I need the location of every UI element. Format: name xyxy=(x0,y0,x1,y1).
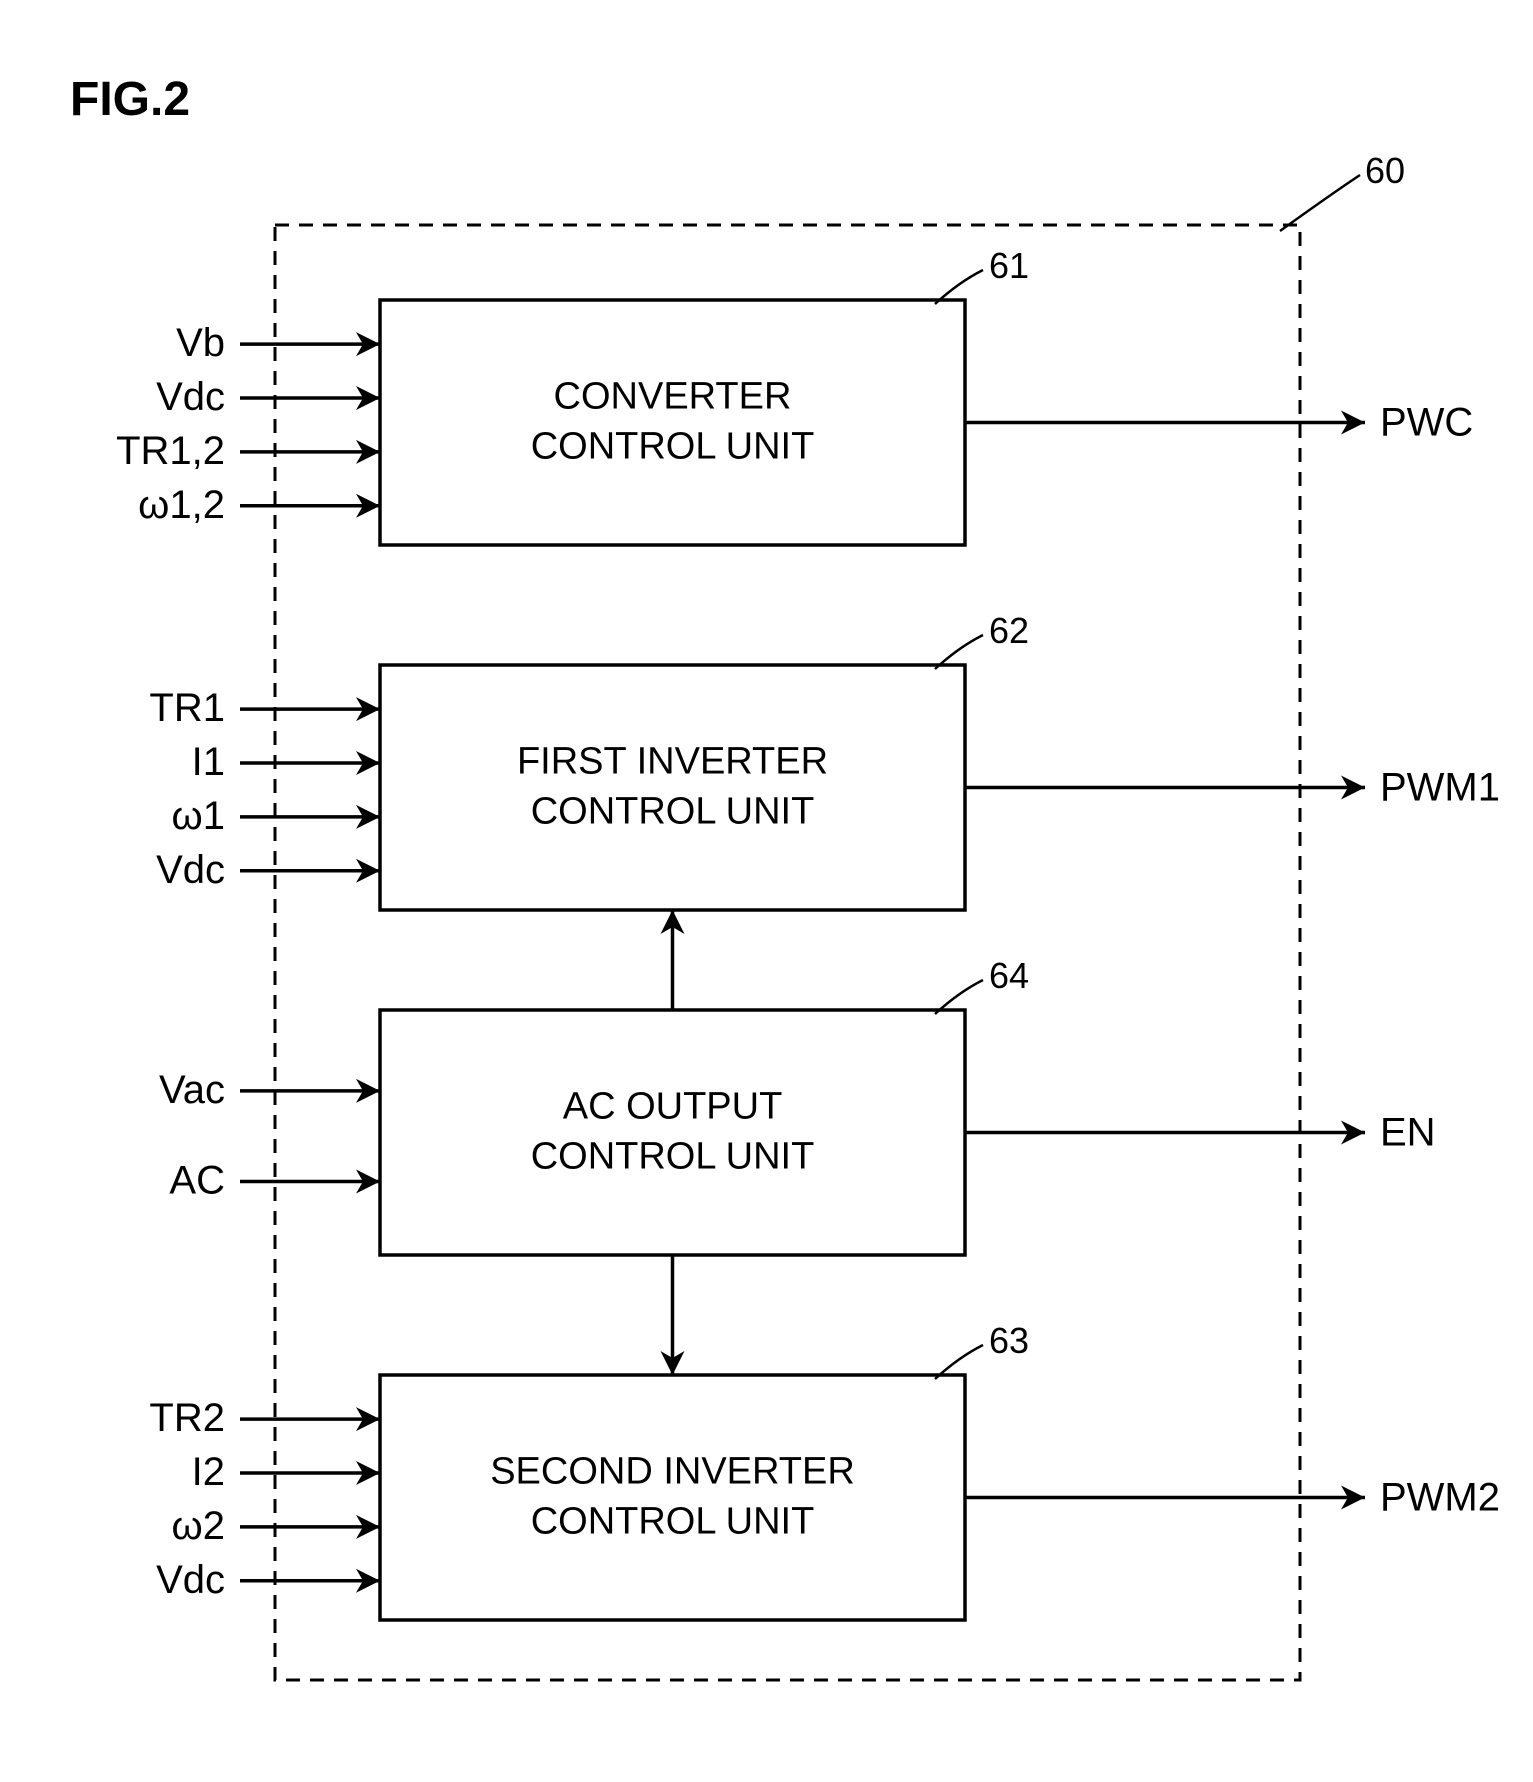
block-ac-ref: 64 xyxy=(989,955,1029,996)
label-in-inv2-2: ω2 xyxy=(172,1504,225,1548)
block-diagram: FIG.2 60 CONVERTER CONTROL UNIT 61 Vb Vdc TR1,2… xyxy=(0,0,1533,1777)
block-inv2-title-l2: CONTROL UNIT xyxy=(531,1501,815,1543)
label-in-converter-2: TR1,2 xyxy=(116,429,225,473)
label-out-inv1: PWM1 xyxy=(1380,766,1500,810)
label-in-inv1-2: ω1 xyxy=(172,794,225,838)
block-inv1-title-l1: FIRST INVERTER xyxy=(517,741,828,783)
label-out-converter: PWC xyxy=(1380,401,1473,445)
label-out-inv2: PWM2 xyxy=(1380,1476,1500,1520)
label-in-converter-3: ω1,2 xyxy=(138,483,225,527)
label-in-inv2-0: TR2 xyxy=(149,1396,225,1440)
block-converter-title-l1: CONVERTER xyxy=(554,376,792,418)
block-converter-ref: 61 xyxy=(989,245,1029,286)
figure-label: FIG.2 xyxy=(70,73,190,126)
label-in-ac-1: AC xyxy=(169,1159,225,1203)
label-in-inv1-0: TR1 xyxy=(149,686,225,730)
label-in-inv2-1: I2 xyxy=(192,1450,225,1494)
block-inv1-title-l2: CONTROL UNIT xyxy=(531,791,815,833)
label-in-converter-0: Vb xyxy=(176,321,225,365)
block-ac xyxy=(380,1010,965,1255)
block-converter xyxy=(380,300,965,545)
label-in-inv1-1: I1 xyxy=(192,740,225,784)
label-in-inv1-3: Vdc xyxy=(156,848,225,892)
label-in-inv2-3: Vdc xyxy=(156,1558,225,1602)
container-ref: 60 xyxy=(1365,150,1405,191)
block-ac-title-l1: AC OUTPUT xyxy=(563,1086,783,1128)
block-inv1 xyxy=(380,665,965,910)
block-ac-title-l2: CONTROL UNIT xyxy=(531,1136,815,1178)
block-inv1-ref: 62 xyxy=(989,610,1029,651)
block-inv2-title-l1: SECOND INVERTER xyxy=(490,1451,855,1493)
label-out-ac: EN xyxy=(1380,1111,1436,1155)
label-in-ac-0: Vac xyxy=(159,1068,225,1112)
block-converter-title-l2: CONTROL UNIT xyxy=(531,426,815,468)
block-inv2-ref: 63 xyxy=(989,1320,1029,1361)
block-inv2 xyxy=(380,1375,965,1620)
label-in-converter-1: Vdc xyxy=(156,375,225,419)
